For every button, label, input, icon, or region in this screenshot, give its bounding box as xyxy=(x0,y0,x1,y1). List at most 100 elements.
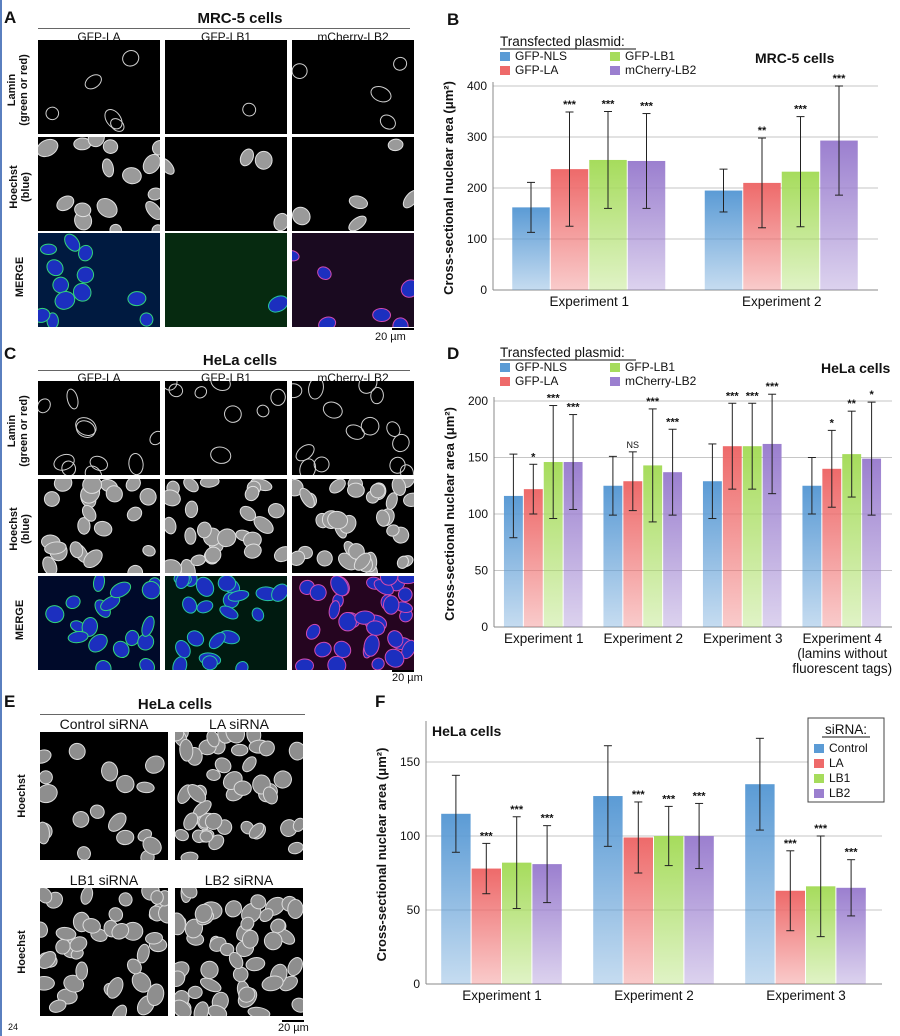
chart-b-legend-label: GFP-NLS xyxy=(515,49,567,63)
chart-d-significance: *** xyxy=(766,381,780,393)
chart-b-bar xyxy=(550,169,589,290)
chart-f-xtick: Experiment 1 xyxy=(462,988,542,1003)
chart-d-bar xyxy=(543,462,563,627)
chart-d-bar xyxy=(503,495,523,627)
chart-d-xtick: Experiment 1 xyxy=(504,631,584,646)
panel-label-e: E xyxy=(4,692,16,711)
chart-d-xtick: Experiment 3 xyxy=(703,631,783,646)
chart-d-ytick: 50 xyxy=(475,564,489,578)
panel-a-title-rule xyxy=(38,28,410,29)
panel-c-row-label-hoechst: Hoechst (blue) xyxy=(8,489,32,569)
panel-c-image-hoechst-2 xyxy=(165,479,287,573)
chart-d-significance: *** xyxy=(666,416,680,428)
chart-f-bar xyxy=(836,887,866,984)
chart-d-legend-swatch xyxy=(500,377,510,386)
panel-c-image-lamin-2 xyxy=(165,381,287,475)
chart-b-legend-swatch xyxy=(610,66,620,75)
chart-f-legend-box xyxy=(807,717,885,803)
panel-a-row-label-lamin: Lamin (green or red) xyxy=(6,50,30,130)
panel-c-scale-bar xyxy=(392,670,414,672)
chart-f-significance: *** xyxy=(480,830,494,842)
chart-f-significance: *** xyxy=(814,823,828,835)
chart-d-ytick: 200 xyxy=(468,394,488,408)
left-margin-line xyxy=(0,0,2,1036)
panel-e-title: HeLa cells xyxy=(137,696,213,713)
chart-f-bar xyxy=(684,836,714,984)
chart-b-legend-label: mCherry-LB2 xyxy=(625,63,697,77)
chart-d-bar xyxy=(822,468,842,627)
panel-a-row-label-text: Lamin xyxy=(6,73,18,107)
panel-e-label-3: LB1 siRNA xyxy=(69,872,139,888)
chart-f-bar xyxy=(775,890,805,984)
panel-a-image-hoechst-2 xyxy=(165,137,287,231)
chart-d-bar xyxy=(702,481,722,627)
chart-f-bar xyxy=(745,784,775,984)
chart-d-xtick: Experiment 2 xyxy=(603,631,683,646)
chart-d-legend-label: mCherry-LB2 xyxy=(625,374,697,388)
chart-d-bar xyxy=(762,443,782,627)
chart-f-legend-label: LA xyxy=(829,756,844,770)
chart-d-bar xyxy=(842,454,862,627)
chart-b-ytick: 0 xyxy=(480,283,487,297)
panel-label-a: A xyxy=(4,8,17,27)
chart-d-ytick: 0 xyxy=(481,620,488,634)
chart-b-ytick: 200 xyxy=(467,181,487,195)
panel-e-scale-label: 20 µm xyxy=(278,1022,309,1034)
chart-b-ytick: 300 xyxy=(467,130,487,144)
chart-b-significance: *** xyxy=(602,99,616,111)
panel-a-row-label-merge: MERGE xyxy=(14,237,26,317)
chart-d-significance: *** xyxy=(547,393,561,405)
chart-d-significance: * xyxy=(531,451,536,463)
chart-b-legend-label: GFP-LB1 xyxy=(625,49,675,63)
chart-b-bar xyxy=(781,171,820,290)
chart-f-significance: *** xyxy=(693,790,707,802)
chart-d-xtick: fluorescent tags) xyxy=(792,661,892,676)
chart-f-title: HeLa cells xyxy=(432,723,501,739)
chart-d-significance: * xyxy=(869,389,874,401)
chart-b-legend-swatch xyxy=(500,52,510,61)
chart-b-bar xyxy=(704,190,743,290)
panel-e-image-4 xyxy=(175,888,303,1016)
panel-c-row-label-text: (green or red) xyxy=(18,395,30,467)
chart-d-significance: *** xyxy=(646,396,660,408)
panel-a-image-lamin-2 xyxy=(165,40,287,134)
chart-d-significance: *** xyxy=(746,390,760,402)
chart-d-bar xyxy=(802,485,822,627)
panel-a-image-merge-1 xyxy=(38,233,160,327)
panel-a-image-merge-2 xyxy=(165,233,287,327)
chart-b-significance: ** xyxy=(758,125,767,137)
chart-d-legend-label: GFP-NLS xyxy=(515,360,567,374)
chart-d-ytick: 150 xyxy=(468,451,488,465)
chart-d-bar xyxy=(742,446,762,627)
chart-d-bar xyxy=(643,465,663,627)
chart-b-ytick: 100 xyxy=(467,232,487,246)
chart-f-legend-title: siRNA: xyxy=(825,722,867,737)
chart-d-bar xyxy=(563,462,583,627)
chart-f-bar xyxy=(623,837,653,984)
chart-b-significance: *** xyxy=(640,101,654,113)
chart-f-legend-label: LB1 xyxy=(829,771,851,785)
chart-f-ytick: 0 xyxy=(413,977,420,991)
chart-d-bar xyxy=(722,446,742,627)
panel-c-image-lamin-1 xyxy=(38,381,160,475)
chart-f-legend-swatch xyxy=(814,774,824,783)
chart-d-ylabel: Cross-sectional nuclear area (μm²) xyxy=(442,407,457,621)
chart-f-bar xyxy=(502,862,532,984)
panel-c-image-hoechst-1 xyxy=(38,479,160,573)
chart-d-bar xyxy=(663,472,683,627)
panel-a-scale-label: 20 µm xyxy=(375,331,406,343)
panel-c-image-merge-3 xyxy=(292,576,414,670)
chart-f-xtick: Experiment 3 xyxy=(766,988,846,1003)
panel-c-scale-label: 20 µm xyxy=(392,672,423,684)
chart-d-ytick: 100 xyxy=(468,507,488,521)
chart-f-bar xyxy=(441,813,471,984)
chart-d-legend-swatch xyxy=(610,377,620,386)
panel-c-image-lamin-3 xyxy=(292,381,414,475)
panel-a-row-label-text: MERGE xyxy=(14,256,26,298)
chart-b-legend-title: Transfected plasmid: xyxy=(500,34,625,49)
panel-e-image-1 xyxy=(40,732,168,860)
chart-d-xtick: (lamins without xyxy=(797,646,887,661)
chart-b-legend-swatch xyxy=(500,66,510,75)
panel-e-row-label-1: Hoechst xyxy=(16,774,28,818)
chart-d-legend-title: Transfected plasmid: xyxy=(500,345,625,360)
